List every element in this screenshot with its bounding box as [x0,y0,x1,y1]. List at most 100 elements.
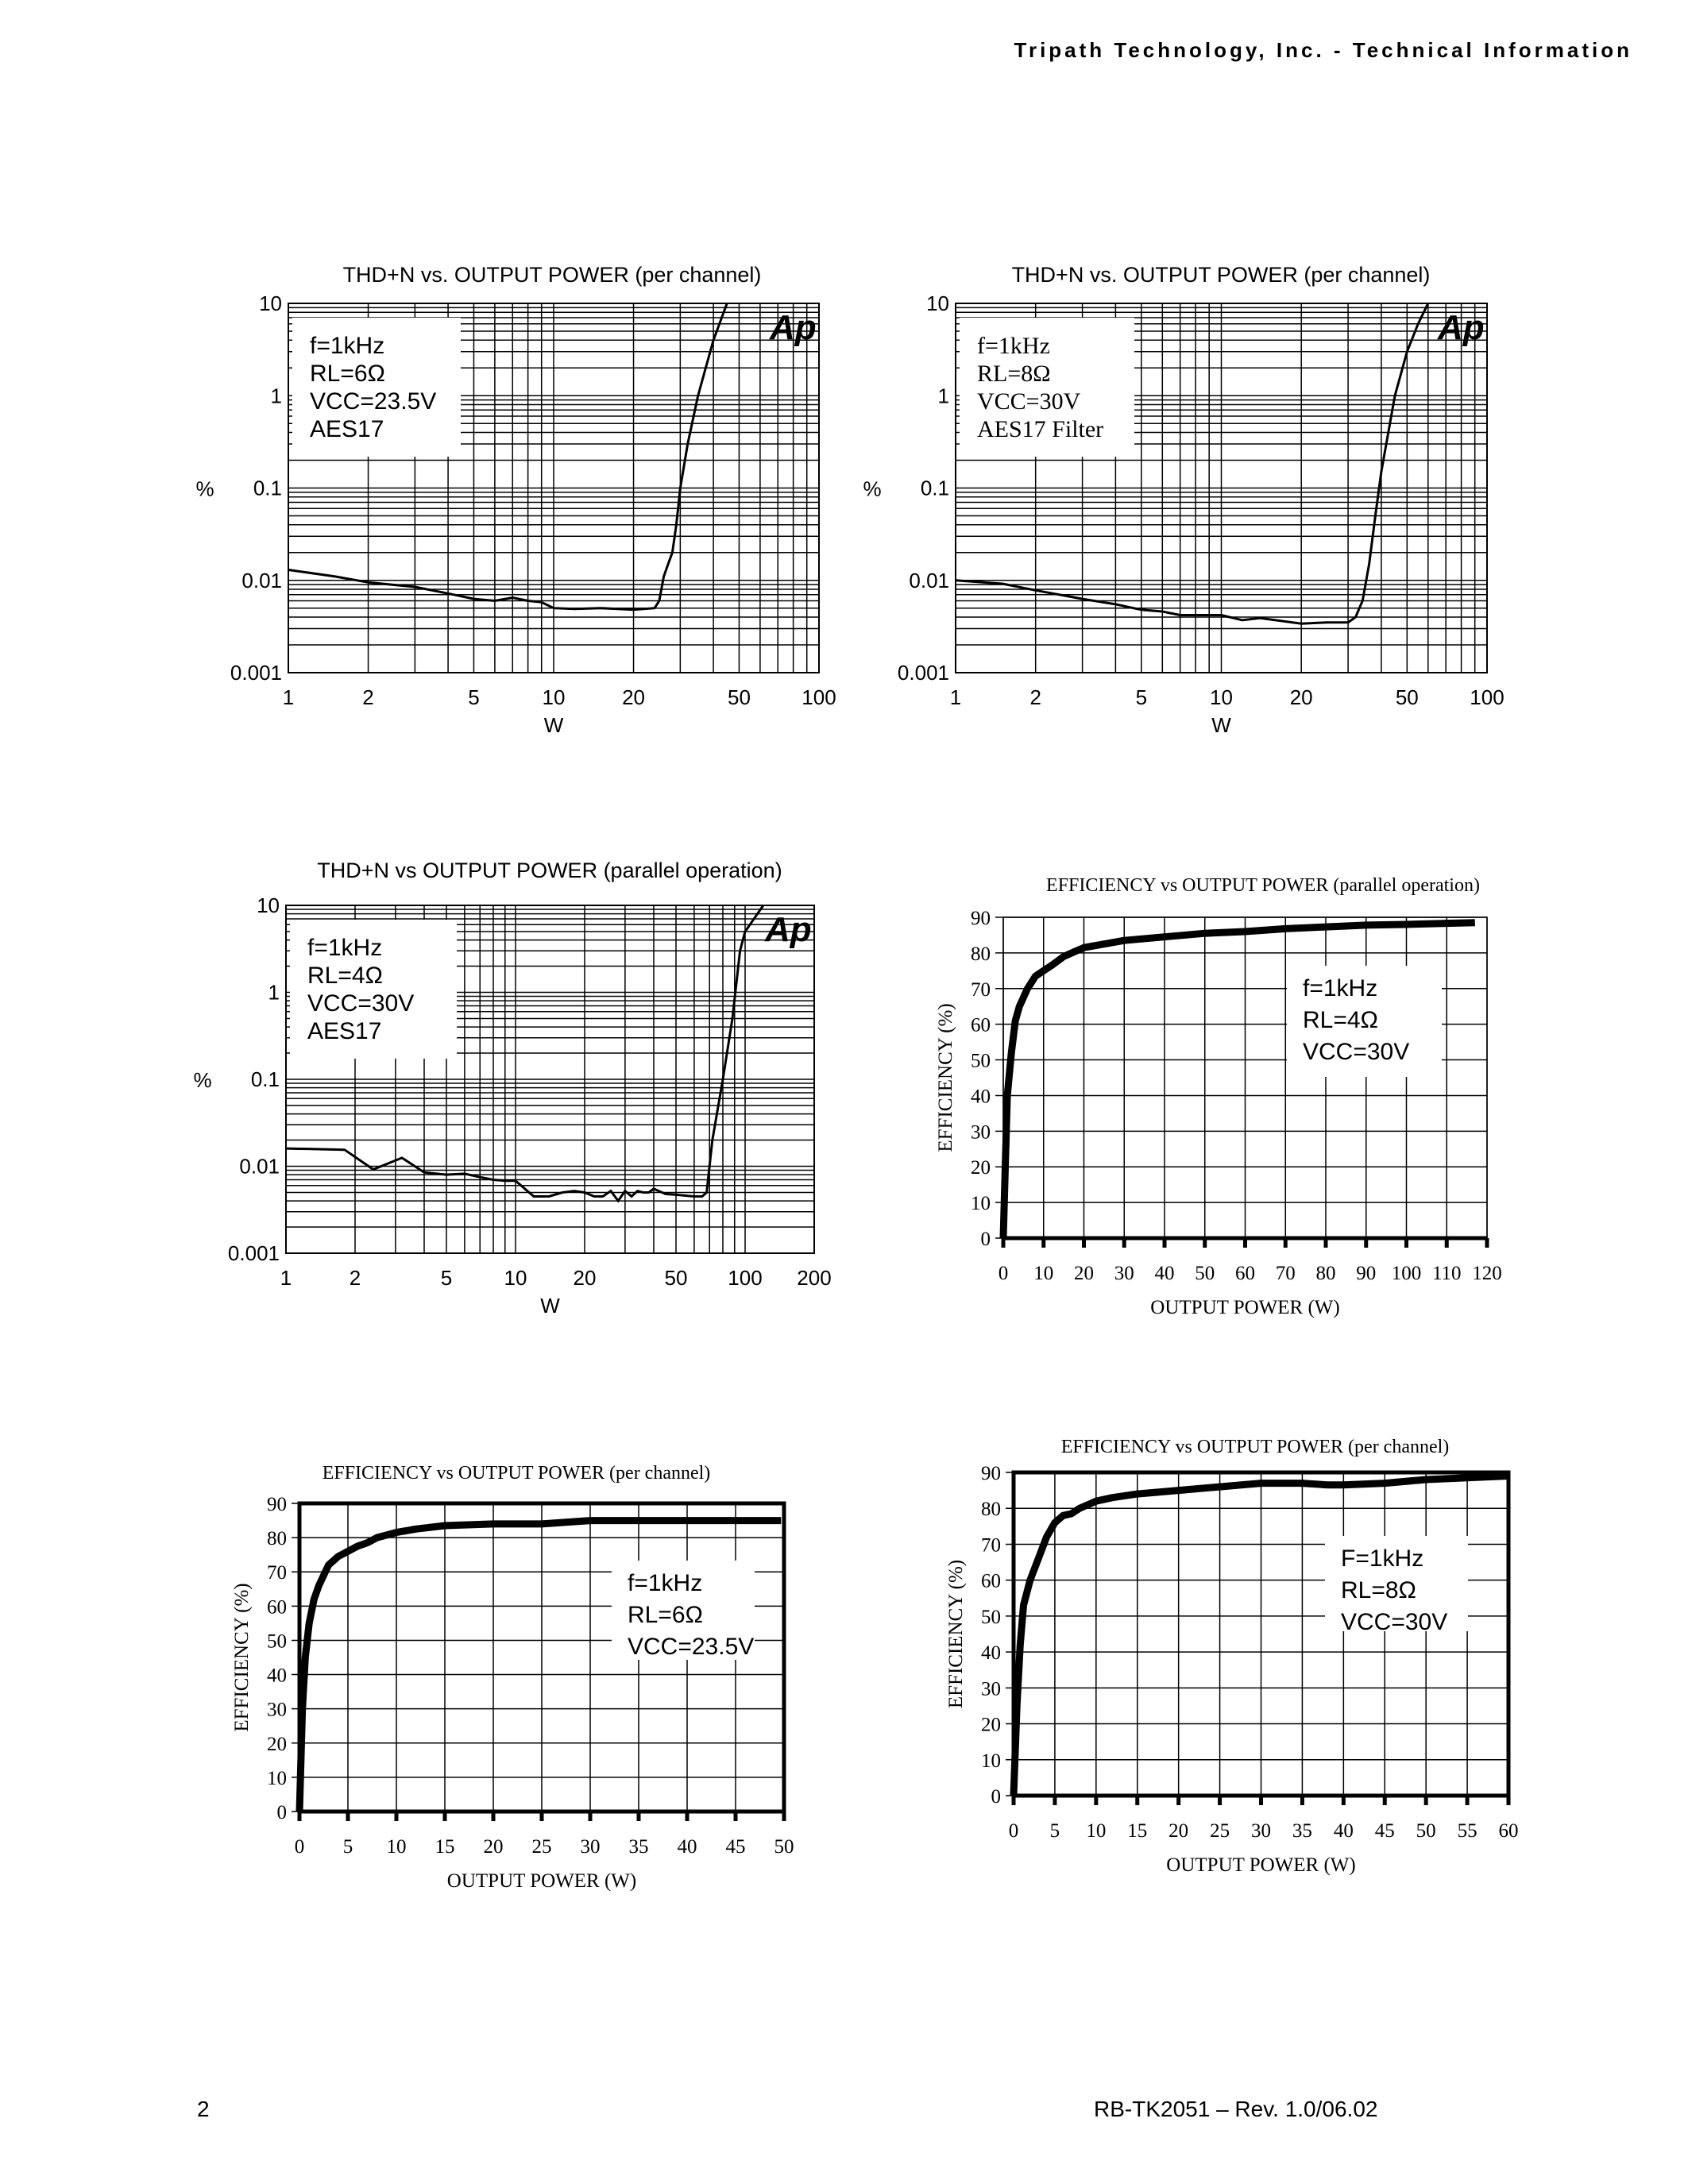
x-axis-label: OUTPUT POWER (W) [1166,1854,1355,1876]
x-axis-label: W [1211,713,1231,737]
x-tick-label: 5 [1136,685,1147,709]
y-tick-label: 0.1 [921,477,949,500]
y-tick-label: 0.01 [909,569,949,592]
x-tick-label: 50 [1416,1820,1436,1842]
y-tick-label: 10 [257,893,280,917]
chart-title: EFFICIENCY vs OUTPUT POWER (per channel) [323,1463,711,1484]
x-tick-label: 50 [774,1836,794,1858]
x-tick-label: 25 [532,1836,552,1858]
x-tick-label: 1 [283,685,294,709]
y-tick-label: 0.001 [898,661,949,685]
legend-text: RL=6Ω [628,1602,703,1628]
y-axis-label: % [863,477,881,501]
x-tick-label: 110 [1432,1263,1462,1284]
y-tick-label: 10 [981,1750,1001,1772]
y-tick-label: 0.1 [253,477,282,500]
x-tick-label: 50 [1195,1263,1215,1284]
legend-text: VCC=23.5V [310,388,436,415]
y-tick-label: 1 [271,384,282,407]
x-tick-label: 35 [1292,1820,1312,1842]
legend-text: VCC=30V [977,388,1081,415]
legend-text: VCC=30V [1303,1039,1409,1065]
x-tick-label: 15 [435,1836,455,1858]
x-tick-label: 50 [1396,685,1419,709]
legend-text: AES17 [310,416,384,442]
legend-text: RL=4Ω [1303,1007,1378,1033]
x-tick-label: 20 [574,1266,597,1290]
y-axis-label: EFFICIENCY (%) [945,1560,967,1708]
y-tick-label: 80 [981,1499,1001,1520]
legend-text: RL=4Ω [307,963,383,989]
x-axis-label: OUTPUT POWER (W) [447,1870,636,1892]
legend-text: VCC=30V [307,990,414,1017]
x-tick-label: 60 [1499,1820,1519,1842]
legend-text: f=1kHz [628,1570,702,1596]
y-tick-label: 10 [971,1193,991,1214]
y-axis-label: % [193,1068,211,1092]
x-tick-label: 60 [1235,1263,1255,1284]
legend-text: VCC=23.5V [628,1634,754,1660]
chart-title: THD+N vs OUTPUT POWER (parallel operatio… [317,859,782,882]
x-tick-label: 70 [1276,1263,1296,1284]
x-tick-label: 80 [1316,1263,1336,1284]
y-tick-label: 60 [981,1571,1001,1592]
x-axis-label: W [544,713,564,737]
y-tick-label: 20 [971,1157,991,1179]
x-tick-label: 0 [295,1836,305,1858]
x-tick-label: 2 [1029,685,1041,709]
x-tick-label: 15 [1127,1820,1147,1842]
y-tick-label: 80 [267,1528,287,1549]
x-tick-label: 45 [1375,1820,1395,1842]
x-axis-label: OUTPUT POWER (W) [1150,1297,1339,1318]
y-tick-label: 40 [981,1642,1001,1664]
y-tick-label: 10 [926,291,949,315]
x-tick-label: 30 [1251,1820,1271,1842]
chart-title: EFFICIENCY vs OUTPUT POWER (per channel) [1061,1437,1450,1457]
y-tick-label: 0 [277,1802,288,1823]
data-series [288,303,728,612]
y-tick-label: 50 [971,1051,991,1072]
x-tick-label: 40 [1155,1263,1175,1284]
x-tick-label: 100 [1392,1263,1422,1284]
x-tick-label: 100 [1470,685,1504,709]
y-tick-label: 30 [267,1700,287,1721]
y-tick-label: 50 [981,1607,1001,1628]
chart-title: THD+N vs. OUTPUT POWER (per channel) [343,263,762,287]
x-tick-label: 25 [1210,1820,1230,1842]
x-tick-label: 10 [1033,1263,1053,1284]
y-tick-label: 70 [267,1562,287,1584]
x-axis-label: W [540,1294,560,1318]
data-series [285,905,765,1203]
legend-text: AES17 [307,1018,381,1044]
x-tick-label: 20 [622,685,645,709]
y-tick-label: 40 [971,1086,991,1107]
x-tick-label: 30 [1114,1263,1134,1284]
x-tick-label: 45 [726,1836,746,1858]
y-tick-label: 0.01 [239,1155,280,1179]
x-tick-label: 0 [1009,1820,1019,1842]
y-tick-label: 1 [938,384,949,407]
legend-text: RL=8Ω [977,361,1051,387]
y-tick-label: 0.1 [251,1067,280,1091]
y-tick-label: 50 [267,1630,287,1652]
x-tick-label: 2 [362,685,373,709]
document-header: Tripath Technology, Inc. - Technical Inf… [1014,38,1632,62]
x-tick-label: 50 [665,1266,688,1290]
x-tick-label: 0 [999,1263,1009,1284]
y-tick-label: 90 [971,908,991,929]
x-tick-label: 10 [387,1836,407,1858]
x-tick-label: 55 [1458,1820,1477,1842]
x-tick-label: 200 [797,1266,831,1290]
ap-logo: Ap [769,308,817,347]
x-tick-label: 90 [1356,1263,1376,1284]
legend-text: f=1kHz [977,333,1050,359]
legend-text: AES17 Filter [977,416,1103,442]
legend-text: VCC=30V [1341,1609,1447,1635]
x-tick-label: 10 [543,685,566,709]
x-tick-label: 50 [728,685,751,709]
x-tick-label: 5 [1050,1820,1060,1842]
y-tick-label: 80 [971,943,991,965]
data-series [1010,1472,1509,1796]
